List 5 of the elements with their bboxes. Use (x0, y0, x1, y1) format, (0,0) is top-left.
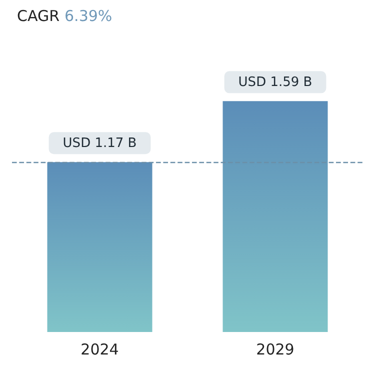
x-tick-label: 2024 (80, 340, 119, 358)
chart-title: CAGR 6.39% (17, 7, 112, 25)
x-tick-label: 2029 (256, 340, 294, 358)
data-label: USD 1.17 B (62, 136, 137, 152)
data-label: USD 1.59 B (238, 75, 312, 90)
